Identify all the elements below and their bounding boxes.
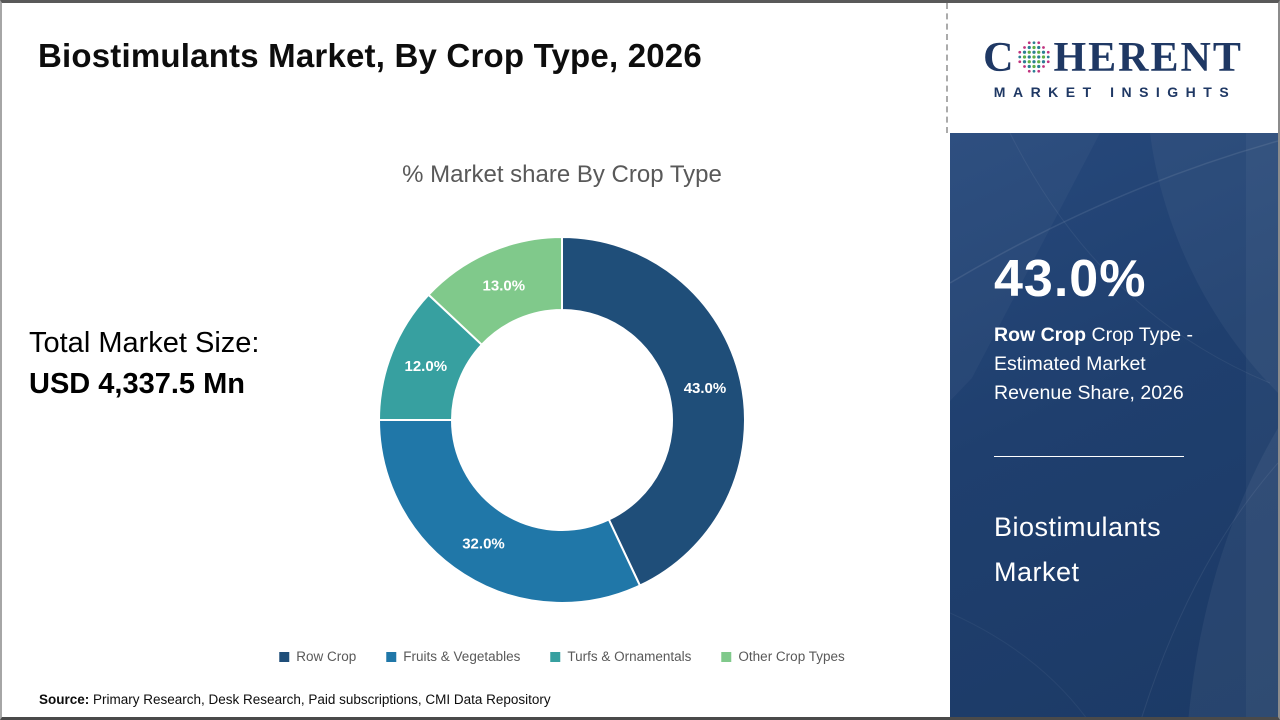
legend-swatch	[550, 651, 561, 662]
total-market-size-value: USD 4,337.5 Mn	[29, 368, 245, 400]
donut-data-label: 32.0%	[462, 536, 505, 553]
source-label: Source:	[39, 692, 90, 707]
sidebar-stat-segment: Row Crop	[994, 324, 1087, 346]
chart-title: % Market share By Crop Type	[402, 161, 722, 188]
donut-data-label: 13.0%	[483, 278, 526, 295]
sidebar-stat-description: Row Crop Crop Type - Estimated Market Re…	[994, 321, 1218, 408]
donut-slice-fruits-vegetables	[377, 419, 642, 604]
sidebar-product-title: Biostimulants Market	[994, 512, 1162, 587]
sidebar-divider	[994, 456, 1184, 457]
right-column: C HERENT MARKET INSIGHTS 43.0% Row Crop …	[946, 3, 1278, 717]
legend-item: Row Crop	[279, 649, 356, 664]
donut-data-label: 12.0%	[405, 358, 448, 375]
globe-icon	[1018, 40, 1051, 73]
legend-item: Fruits & Vegetables	[386, 649, 520, 664]
legend-swatch	[721, 651, 732, 662]
source-note: Source: Primary Research, Desk Research,…	[39, 692, 551, 707]
legend-item: Other Crop Types	[721, 649, 845, 664]
legend-label: Row Crop	[296, 649, 357, 664]
sidebar-stat-value: 43.0%	[994, 250, 1147, 308]
logo-wordmark: C HERENT	[983, 37, 1243, 79]
sidebar-content: 43.0% Row Crop Crop Type - Estimated Mar…	[950, 133, 1278, 595]
sidebar-stat-rest: Crop Type - Estimated Market Revenue Sha…	[994, 324, 1194, 404]
legend-label: Fruits & Vegetables	[403, 649, 521, 664]
donut-data-label: 43.0%	[684, 380, 727, 397]
total-market-size: Total Market Size: USD 4,337.5 Mn	[29, 323, 259, 405]
total-market-size-label: Total Market Size:	[29, 327, 260, 359]
source-text: Primary Research, Desk Research, Paid su…	[89, 692, 551, 707]
chart-legend: Row Crop Fruits & Vegetables Turfs & Ornam…	[279, 649, 845, 664]
donut-chart: 43.0% 32.0% 12.0% 13.0%	[377, 235, 746, 604]
donut-slice-other-crop-types	[427, 235, 563, 347]
legend-swatch	[279, 651, 290, 662]
page-title: Biostimulants Market, By Crop Type, 2026	[38, 37, 702, 74]
brand-logo: C HERENT MARKET INSIGHTS	[946, 3, 1278, 133]
donut-slice-row-crop	[561, 235, 746, 587]
legend-label: Turfs & Ornamentals	[567, 649, 692, 664]
legend-swatch	[386, 651, 397, 662]
world-map-decoration	[950, 133, 1278, 717]
main-panel: Biostimulants Market, By Crop Type, 2026…	[2, 3, 950, 717]
logo-word-start: C	[983, 34, 1016, 81]
legend-label: Other Crop Types	[738, 649, 845, 664]
sidebar: 43.0% Row Crop Crop Type - Estimated Mar…	[950, 133, 1278, 717]
legend-item: Turfs & Ornamentals	[550, 649, 691, 664]
logo-subtitle: MARKET INSIGHTS	[993, 83, 1237, 100]
logo-word-end: HERENT	[1053, 34, 1243, 81]
